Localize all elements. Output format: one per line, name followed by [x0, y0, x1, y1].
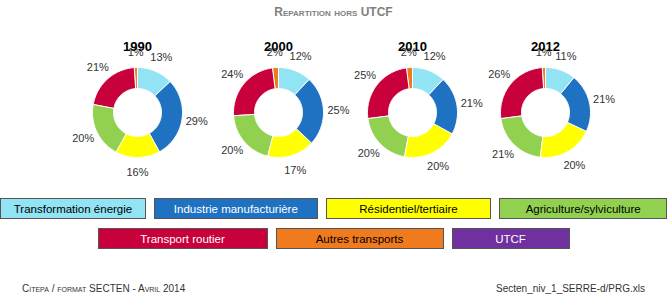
svg-text:24%: 24%: [221, 68, 243, 80]
svg-text:20%: 20%: [221, 144, 243, 156]
svg-text:26%: 26%: [488, 68, 510, 80]
html-text:Secten_niv_1_SERRE-d/PRG.xls: Secten_niv_1_SERRE-d/PRG.xls: [496, 283, 645, 294]
svg-text:20%: 20%: [72, 132, 94, 144]
html-text:UTCF: UTCF: [495, 233, 526, 245]
html-text:Transport routier: Transport routier: [140, 233, 225, 245]
svg-text:25%: 25%: [354, 69, 376, 81]
svg-text:11%: 11%: [555, 49, 577, 62]
svg-text:20%: 20%: [427, 160, 449, 172]
html-text:Agriculture/sylviculture: Agriculture/sylviculture: [525, 203, 641, 215]
svg-text:2010: 2010: [398, 39, 427, 54]
html-text:Repartition hors UTCF: Repartition hors UTCF: [274, 5, 393, 19]
svg-text:13%: 13%: [150, 51, 172, 63]
html-text:Résidentiel/tertiaire: Résidentiel/tertiaire: [359, 203, 458, 215]
svg-text:16%: 16%: [126, 166, 148, 178]
html-text:Citepa / format SECTEN - Avril: Citepa / format SECTEN - Avril 2014: [22, 283, 186, 294]
svg-text:21%: 21%: [461, 97, 483, 109]
svg-text:12%: 12%: [423, 50, 446, 63]
svg-text:20%: 20%: [563, 159, 585, 171]
svg-text:21%: 21%: [492, 148, 514, 160]
svg-text:21%: 21%: [87, 61, 109, 73]
svg-text:2012: 2012: [531, 39, 560, 54]
svg-text:29%: 29%: [186, 115, 208, 127]
html-text:Transformation énergie: Transformation énergie: [13, 203, 133, 215]
svg-text:25%: 25%: [327, 104, 349, 116]
svg-text:12%: 12%: [289, 50, 312, 63]
svg-text:2000: 2000: [264, 39, 293, 54]
svg-text:17%: 17%: [284, 164, 306, 176]
html-text:Autres transports: Autres transports: [315, 233, 404, 245]
html-text:Industrie manufacturière: Industrie manufacturière: [173, 203, 298, 215]
svg-text:1990: 1990: [123, 39, 152, 54]
svg-text:21%: 21%: [593, 93, 615, 105]
svg-text:20%: 20%: [358, 147, 380, 159]
